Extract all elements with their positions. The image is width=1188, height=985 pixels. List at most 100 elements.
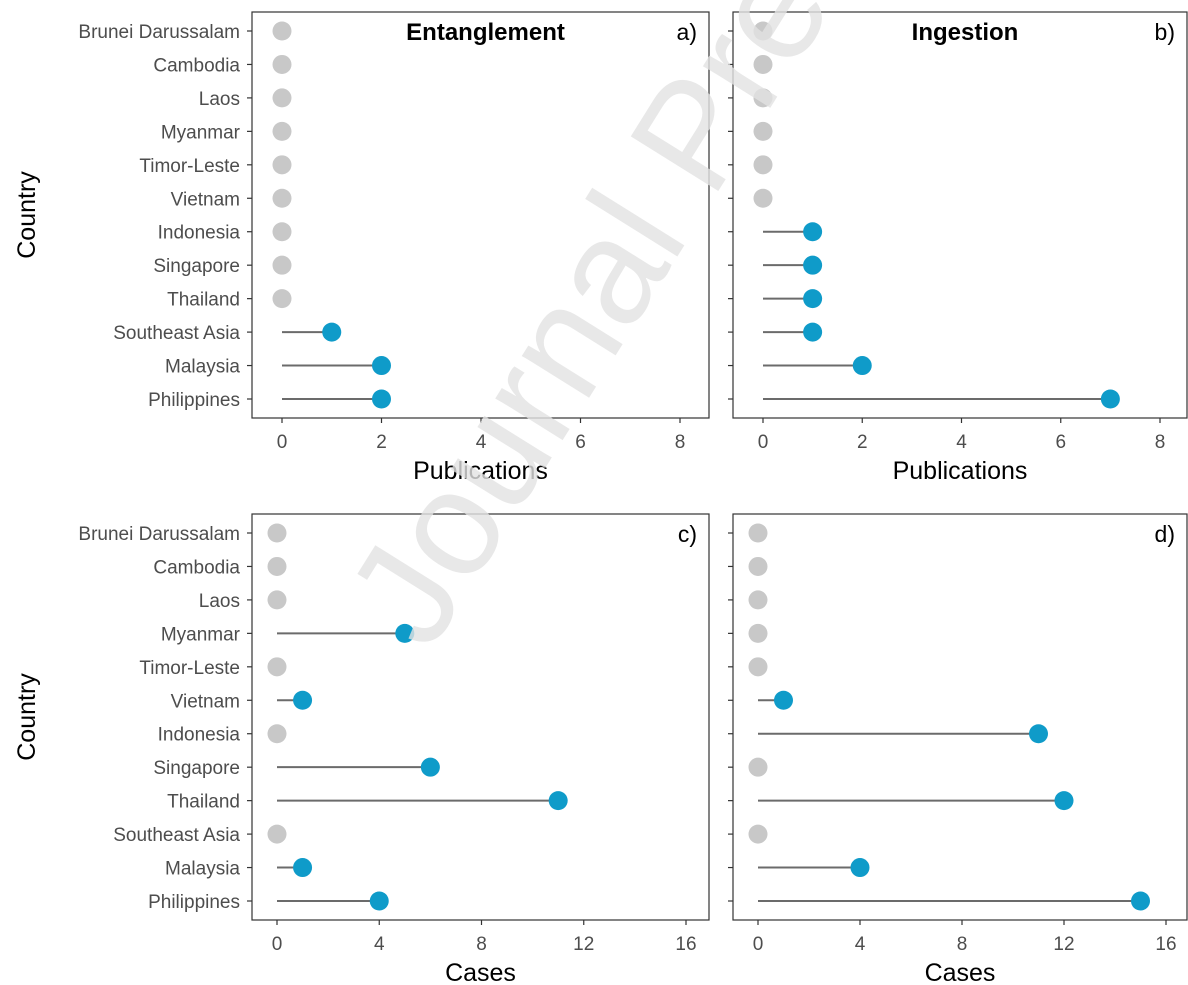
x-tick-label: 0 (277, 432, 288, 453)
x-tick-label: 6 (1055, 432, 1066, 453)
lollipop-point-zero (753, 88, 773, 108)
lollipop-point-zero (753, 54, 773, 74)
y-tick-label: Thailand (167, 290, 240, 311)
panel-label: b) (1155, 19, 1175, 45)
y-tick-label: Timor-Leste (139, 658, 240, 679)
x-tick-label: 2 (857, 432, 868, 453)
lollipop-point (1054, 791, 1074, 811)
y-tick-label: Cambodia (153, 557, 240, 578)
y-tick-label: Indonesia (158, 223, 241, 244)
lollipop-point-zero (267, 590, 287, 610)
y-tick-label: Singapore (153, 758, 240, 779)
x-tick-label: 6 (575, 432, 586, 453)
y-tick-label: Vietnam (171, 189, 240, 210)
panel-label: a) (677, 19, 697, 45)
x-tick-label: 8 (476, 934, 487, 955)
lollipop-point (850, 858, 870, 878)
x-axis-title: Cases (925, 959, 996, 985)
lollipop-point (774, 690, 793, 710)
lollipop-point (803, 222, 823, 242)
x-tick-label: 2 (376, 432, 387, 453)
x-tick-label: 4 (855, 934, 866, 955)
lollipop-point (1029, 724, 1048, 744)
lollipop-point-zero (753, 188, 773, 208)
panel-a: Brunei Darussalam Cambodia Laos Myanmar Timo… (13, 11, 710, 485)
panel-c: Brunei Darussalam Cambodia Laos Myanmar Timo… (13, 513, 710, 985)
lollipop-point-zero (753, 121, 773, 141)
lollipop-point (372, 356, 391, 376)
lollipop-point-zero (748, 523, 768, 543)
lollipop-point-zero (272, 21, 292, 41)
x-tick-label: 0 (753, 934, 764, 955)
x-tick-label: 8 (957, 934, 968, 955)
lollipop-point-zero (272, 222, 292, 242)
lollipop-point-zero (272, 54, 292, 74)
x-tick-label: 16 (1155, 934, 1176, 955)
lollipop-point (803, 289, 823, 309)
lollipop-point-zero (267, 657, 287, 677)
y-tick-label: Myanmar (161, 122, 241, 143)
x-axis-title: Publications (893, 457, 1028, 485)
x-tick-label: 16 (675, 934, 696, 955)
panel-b: 0 2 4 6 8 Publications Ingestion b) (728, 11, 1188, 485)
y-tick-label: Thailand (167, 792, 240, 813)
y-tick-label: Southeast Asia (113, 825, 240, 846)
x-tick-label: 0 (758, 432, 769, 453)
x-tick-label: 12 (573, 934, 594, 955)
y-tick-label: Cambodia (153, 55, 240, 76)
lollipop-point-zero (267, 556, 287, 576)
lollipop-point-zero (748, 623, 768, 643)
y-tick-label: Laos (199, 591, 240, 612)
y-tick-label: Philippines (148, 390, 240, 411)
y-axis-title: Country (13, 171, 41, 259)
y-tick-label: Brunei Darussalam (78, 524, 240, 545)
y-tick-label: Malaysia (165, 357, 240, 378)
panel-label: d) (1155, 521, 1175, 547)
y-axis-title: Country (13, 673, 41, 761)
panel-d: 0 4 8 12 16 Cases d) (728, 513, 1188, 985)
y-tick-label: Philippines (148, 892, 240, 913)
lollipop-point (803, 322, 823, 342)
panel-title: Entanglement (406, 19, 565, 46)
lollipop-point (372, 389, 391, 409)
lollipop-point-zero (748, 590, 768, 610)
y-tick-label: Vietnam (171, 691, 240, 712)
x-tick-label: 4 (374, 934, 385, 955)
lollipop-point (548, 791, 568, 811)
lollipop-point-zero (267, 824, 287, 844)
panel-frame (251, 11, 710, 419)
y-tick-label: Brunei Darussalam (78, 22, 240, 43)
lollipop-point-zero (748, 556, 768, 576)
lollipop-point-zero (272, 155, 292, 175)
lollipop-point (852, 356, 872, 376)
lollipop-point (322, 322, 342, 342)
panel-frame (251, 513, 710, 921)
lollipop-point-zero (748, 824, 768, 844)
lollipop-point-zero (272, 88, 292, 108)
y-tick-label: Myanmar (161, 624, 241, 645)
lollipop-point-zero (272, 121, 292, 141)
x-tick-label: 4 (476, 432, 487, 453)
lollipop-point-zero (272, 255, 292, 275)
x-tick-label: 0 (272, 934, 283, 955)
lollipop-point-zero (753, 21, 773, 41)
lollipop-point (369, 891, 389, 911)
y-tick-label: Southeast Asia (113, 323, 240, 344)
panel-title: Ingestion (912, 19, 1019, 46)
lollipop-point-zero (272, 289, 292, 309)
lollipop-point-zero (267, 523, 287, 543)
lollipop-point-zero (748, 757, 768, 777)
panel-frame (732, 11, 1188, 419)
y-tick-label: Indonesia (158, 725, 241, 746)
lollipop-point (1100, 389, 1120, 409)
lollipop-point (420, 757, 440, 777)
lollipop-point (293, 690, 313, 710)
x-axis-title: Cases (445, 959, 516, 985)
x-axis-title: Publications (413, 457, 548, 485)
x-tick-label: 8 (675, 432, 686, 453)
lollipop-point-zero (753, 155, 773, 175)
x-tick-label: 8 (1155, 432, 1166, 453)
lollipop-point (803, 255, 823, 275)
x-tick-label: 4 (956, 432, 967, 453)
